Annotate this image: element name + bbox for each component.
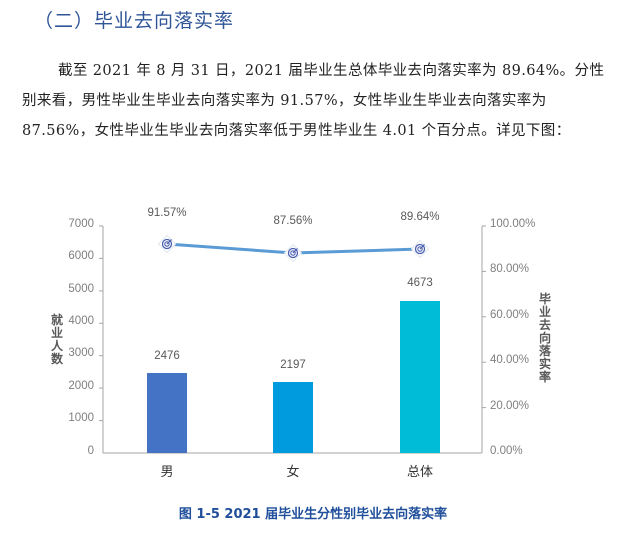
- rate-label: 87.56%: [273, 215, 313, 227]
- category-label: 女: [286, 465, 300, 480]
- summary-paragraph: 截至 2021 年 8 月 31 日，2021 届毕业生总体毕业去向落实率为 8…: [22, 63, 605, 139]
- chart: 7000 6000 5000 4000 3000 2000 1000 0 100…: [0, 190, 626, 490]
- bar-male: [147, 373, 187, 453]
- category-label: 男: [160, 465, 174, 480]
- target-icon: [284, 244, 302, 262]
- target-icon: [411, 240, 429, 258]
- figure-caption: 图 1-5 2021 届毕业生分性别毕业去向落实率: [178, 507, 448, 522]
- bar-value-label: 2197: [280, 359, 306, 371]
- rate-label: 89.64%: [400, 211, 440, 223]
- y-left-axis-title: 就业人数: [50, 313, 63, 366]
- y-left-tick: 6000: [68, 250, 94, 262]
- target-icon: [158, 235, 176, 253]
- y-left-tick: 5000: [68, 283, 94, 295]
- section-heading: （二）毕业去向落实率: [34, 10, 235, 32]
- y-left-tick: 2000: [68, 380, 94, 392]
- y-right-tick: 60.00%: [490, 309, 530, 321]
- y-right-tick: 40.00%: [490, 354, 530, 366]
- y-right-tick: 20.00%: [490, 400, 530, 412]
- category-label: 总体: [406, 465, 433, 480]
- y-left-tick: 7000: [68, 218, 94, 230]
- y-left-tick: 3000: [68, 347, 94, 359]
- y-right-tick: 0.00%: [490, 445, 523, 457]
- bar-value-label: 2476: [154, 350, 180, 362]
- y-left-tick: 1000: [68, 412, 94, 424]
- bar-value-label: 4673: [407, 277, 433, 289]
- y-right-tick: 80.00%: [490, 263, 530, 275]
- y-right-tick: 100.00%: [490, 218, 536, 230]
- bar-total: [400, 301, 440, 453]
- y-right-axis-title: 毕业去向落实率: [538, 292, 551, 384]
- y-left-tick: 0: [87, 445, 94, 457]
- rate-label: 91.57%: [147, 207, 187, 219]
- bar-female: [273, 382, 313, 453]
- y-left-tick: 4000: [68, 315, 94, 327]
